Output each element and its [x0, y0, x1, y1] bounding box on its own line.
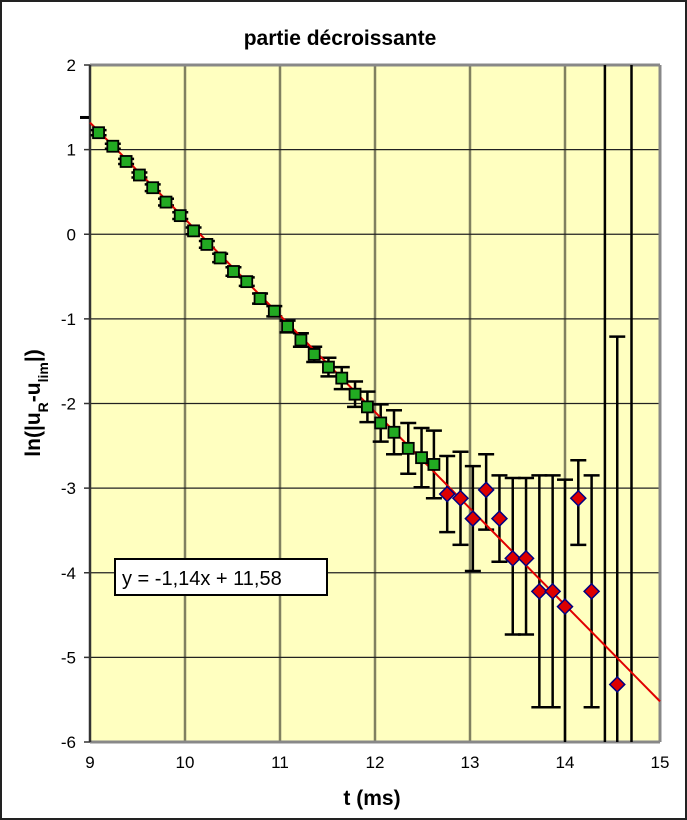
square-marker — [187, 224, 200, 238]
x-tick-label: 10 — [176, 753, 195, 772]
diamond-marker — [583, 582, 601, 600]
y-tick-label: -6 — [61, 733, 76, 752]
diamond-marker — [504, 549, 522, 567]
equation-box: y = -1,14x + 11,58 — [114, 558, 328, 596]
diamond-marker — [438, 485, 456, 503]
diamond-marker — [569, 489, 587, 507]
square-marker — [387, 425, 401, 439]
data-markers — [92, 126, 626, 694]
square-marker — [159, 195, 173, 209]
square-marker — [374, 416, 388, 430]
square-marker — [240, 275, 254, 289]
y-tick-label: -2 — [61, 395, 76, 414]
square-marker — [267, 304, 281, 318]
x-tick-label: 15 — [651, 753, 670, 772]
square-marker — [92, 126, 105, 140]
square-marker — [415, 451, 428, 465]
diamond-marker — [530, 582, 548, 600]
x-axis-label: t (ms) — [343, 787, 400, 810]
square-marker — [253, 292, 267, 305]
y-tick-label: -3 — [61, 479, 76, 498]
x-tick-label: 11 — [271, 753, 289, 772]
trendline-equation: y = -1,14x + 11,58 — [122, 568, 282, 590]
square-marker — [322, 360, 335, 374]
square-marker — [227, 265, 240, 278]
diamond-marker — [608, 675, 626, 694]
y-tick-label: 2 — [67, 56, 76, 75]
square-marker — [360, 400, 374, 414]
x-axis-ticks: 9 10 11 12 13 14 15 — [85, 753, 669, 772]
x-tick-label: 12 — [366, 753, 385, 772]
square-marker — [281, 320, 295, 333]
square-marker — [146, 181, 160, 195]
square-marker — [401, 441, 415, 455]
square-marker — [200, 238, 214, 251]
square-marker — [335, 371, 349, 385]
square-marker — [307, 348, 321, 361]
square-marker — [173, 209, 187, 223]
square-marker — [119, 155, 133, 168]
x-tick-label: 14 — [556, 753, 575, 772]
square-marker — [213, 251, 227, 265]
x-tick-label: 9 — [85, 753, 94, 772]
diamond-marker — [451, 489, 470, 507]
diamond-marker — [556, 598, 574, 616]
x-tick-label: 13 — [461, 753, 480, 772]
y-tick-label: -4 — [61, 564, 76, 583]
y-tick-label: -1 — [61, 310, 76, 329]
chart-title: partie décroissante — [244, 27, 437, 50]
square-marker — [106, 139, 120, 153]
y-tick-label: -5 — [61, 648, 76, 667]
diamond-marker — [517, 549, 535, 567]
diamond-marker — [490, 510, 509, 528]
y-tick-label: 0 — [67, 225, 76, 244]
diamond-marker — [477, 481, 495, 499]
y-axis-label: ln(|uR-ulim|) — [22, 349, 51, 456]
y-tick-label: 1 — [67, 141, 76, 160]
square-marker — [294, 333, 308, 347]
diamond-marker — [544, 582, 562, 600]
square-marker — [132, 168, 146, 182]
square-marker — [427, 458, 441, 471]
square-marker — [348, 387, 362, 401]
y-axis-ticks: 2 1 0 -1 -2 -3 -4 -5 -6 — [61, 56, 90, 752]
diamond-marker — [464, 510, 482, 528]
